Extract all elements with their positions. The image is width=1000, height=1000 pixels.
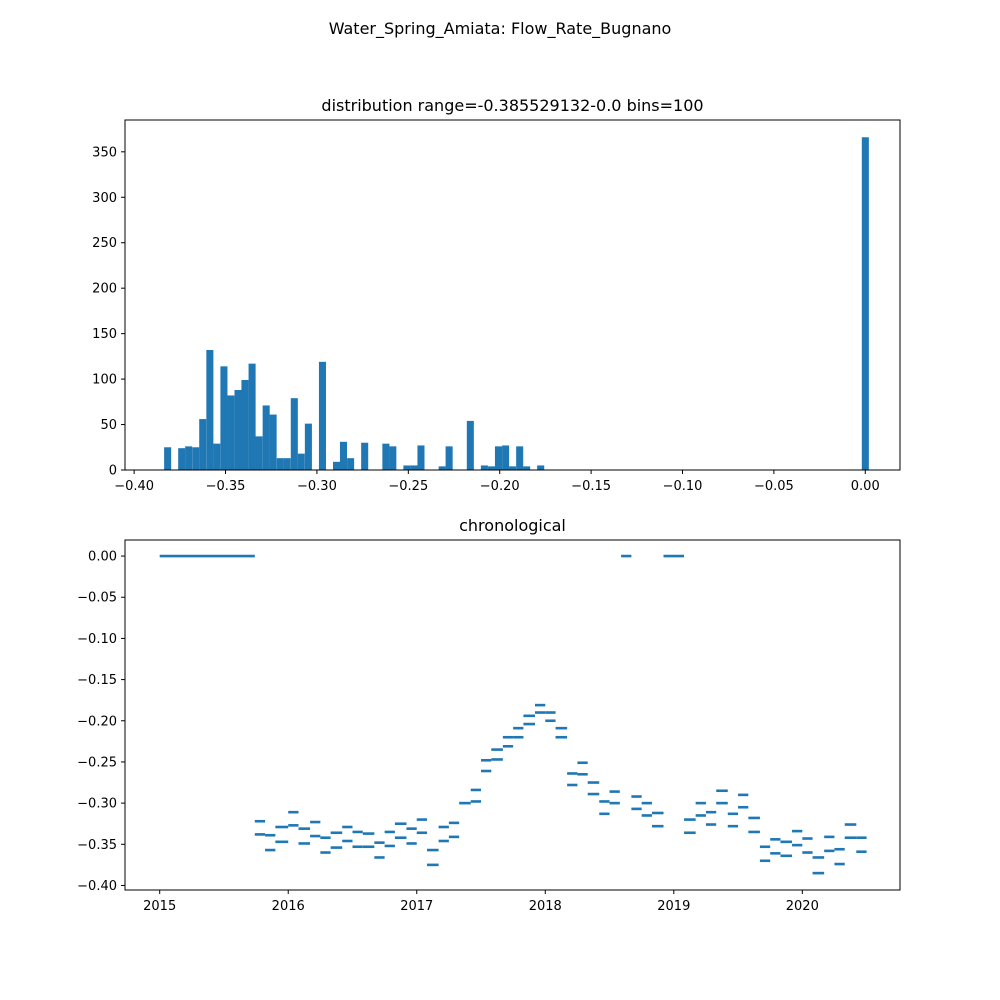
- chronological-xtick-label: 2018: [529, 899, 562, 914]
- histogram-bar-37: [509, 466, 517, 470]
- chronological-ytick-label: −0.40: [77, 879, 117, 894]
- histogram-ytick-label: 250: [92, 236, 117, 251]
- histogram-bar-23: [347, 458, 355, 470]
- histogram-bar-2: [185, 446, 193, 470]
- chronological-panel: chronological 2015 2016 2017 2018 2019 2020 0…: [77, 516, 901, 914]
- histogram-xtick-label: 0.00: [851, 479, 880, 494]
- histogram-xtick-label: −0.10: [663, 479, 703, 494]
- histogram-bar-6: [213, 443, 221, 470]
- histogram-bar-38: [516, 446, 524, 470]
- histogram-bar-17: [290, 398, 298, 470]
- histogram-bar-25: [382, 443, 390, 470]
- histogram-bar-33: [480, 465, 488, 470]
- histogram-bar-27: [403, 465, 411, 470]
- histogram-ytick-label: 300: [92, 191, 117, 206]
- histogram-bar-36: [502, 445, 510, 470]
- chronological-ytick-label: 0.00: [88, 550, 117, 565]
- histogram-bar-24: [361, 442, 369, 470]
- histogram-bar-11: [248, 363, 256, 470]
- histogram-bar-21: [333, 461, 341, 470]
- histogram-ytick-label: 100: [92, 373, 117, 388]
- histogram-xtick-label: −0.15: [571, 479, 611, 494]
- chronological-ytick-label: −0.10: [77, 632, 117, 647]
- histogram-ytick-label: 150: [92, 327, 117, 342]
- histogram-ytick-label: 350: [92, 145, 117, 160]
- histogram-bar-41: [861, 137, 869, 470]
- histogram-bar-34: [488, 466, 496, 470]
- histogram-bar-32: [466, 420, 474, 470]
- histogram-bar-1: [178, 448, 186, 470]
- histogram-axes-frame: [124, 119, 901, 471]
- histogram-bar-16: [283, 458, 291, 470]
- histogram-bar-18: [297, 453, 305, 470]
- chronological-title: chronological: [459, 516, 566, 535]
- histogram-ytick-label: 0: [109, 464, 117, 479]
- histogram-bar-10: [241, 380, 249, 470]
- histogram-bar-29: [417, 445, 425, 470]
- chronological-x-axis: 2015 2016 2017 2018 2019 2020: [143, 890, 819, 914]
- histogram-xtick-label: −0.40: [114, 479, 154, 494]
- histogram-bars: [164, 137, 869, 470]
- histogram-xtick-label: −0.05: [754, 479, 794, 494]
- histogram-panel: distribution range=-0.385529132-0.0 bins…: [92, 96, 901, 494]
- chronological-ytick-label: −0.25: [77, 755, 117, 770]
- figure-suptitle: Water_Spring_Amiata: Flow_Rate_Bugnano: [329, 19, 672, 39]
- histogram-bar-30: [438, 466, 446, 470]
- histogram-bar-31: [445, 446, 453, 470]
- chronological-xtick-label: 2019: [657, 899, 690, 914]
- histogram-bar-9: [234, 390, 242, 470]
- histogram-ytick-label: 50: [100, 418, 117, 433]
- chronological-xtick-label: 2016: [272, 899, 305, 914]
- histogram-bar-3: [192, 447, 200, 470]
- histogram-bar-12: [255, 436, 263, 470]
- histogram-bar-19: [304, 423, 312, 470]
- histogram-xtick-label: −0.35: [206, 479, 246, 494]
- histogram-bar-22: [339, 441, 347, 470]
- chronological-xtick-label: 2015: [143, 899, 176, 914]
- histogram-y-axis: 0 50 100 150 200 250 300 350: [92, 145, 125, 479]
- histogram-title: distribution range=-0.385529132-0.0 bins…: [321, 96, 703, 115]
- chronological-ytick-label: −0.35: [77, 838, 117, 853]
- histogram-bar-13: [262, 405, 270, 470]
- histogram-bar-28: [410, 465, 418, 470]
- chronological-ytick-label: −0.05: [77, 591, 117, 606]
- histogram-bar-40: [537, 465, 545, 470]
- chronological-y-axis: 0.00 −0.05 −0.10 −0.15 −0.20 −0.25 −0.30 −0.35 −…: [77, 550, 125, 894]
- chronological-axes-frame: [124, 539, 901, 891]
- histogram-bar-20: [318, 361, 326, 470]
- chronological-xtick-label: 2020: [786, 899, 819, 914]
- histogram-ytick-label: 200: [92, 282, 117, 297]
- histogram-x-axis: −0.40 −0.35 −0.30 −0.25 −0.20 −0.15 −0.10 −0.05…: [114, 470, 880, 494]
- histogram-bar-26: [389, 446, 397, 470]
- histogram-bar-7: [220, 366, 228, 470]
- histogram-bar-0: [164, 447, 172, 470]
- histogram-bar-8: [227, 395, 235, 470]
- chronological-markers: [159, 554, 867, 875]
- chronological-ytick-label: −0.15: [77, 673, 117, 688]
- histogram-bar-39: [523, 466, 531, 470]
- histogram-bar-14: [269, 414, 277, 470]
- histogram-bar-4: [199, 419, 207, 470]
- histogram-xtick-label: −0.25: [388, 479, 428, 494]
- histogram-bar-15: [276, 458, 284, 470]
- chronological-ytick-label: −0.30: [77, 797, 117, 812]
- histogram-bar-5: [206, 350, 214, 470]
- histogram-xtick-label: −0.30: [297, 479, 337, 494]
- histogram-xtick-label: −0.20: [480, 479, 520, 494]
- chronological-xtick-label: 2017: [400, 899, 433, 914]
- chronological-ytick-label: −0.20: [77, 714, 117, 729]
- histogram-bar-35: [494, 446, 502, 470]
